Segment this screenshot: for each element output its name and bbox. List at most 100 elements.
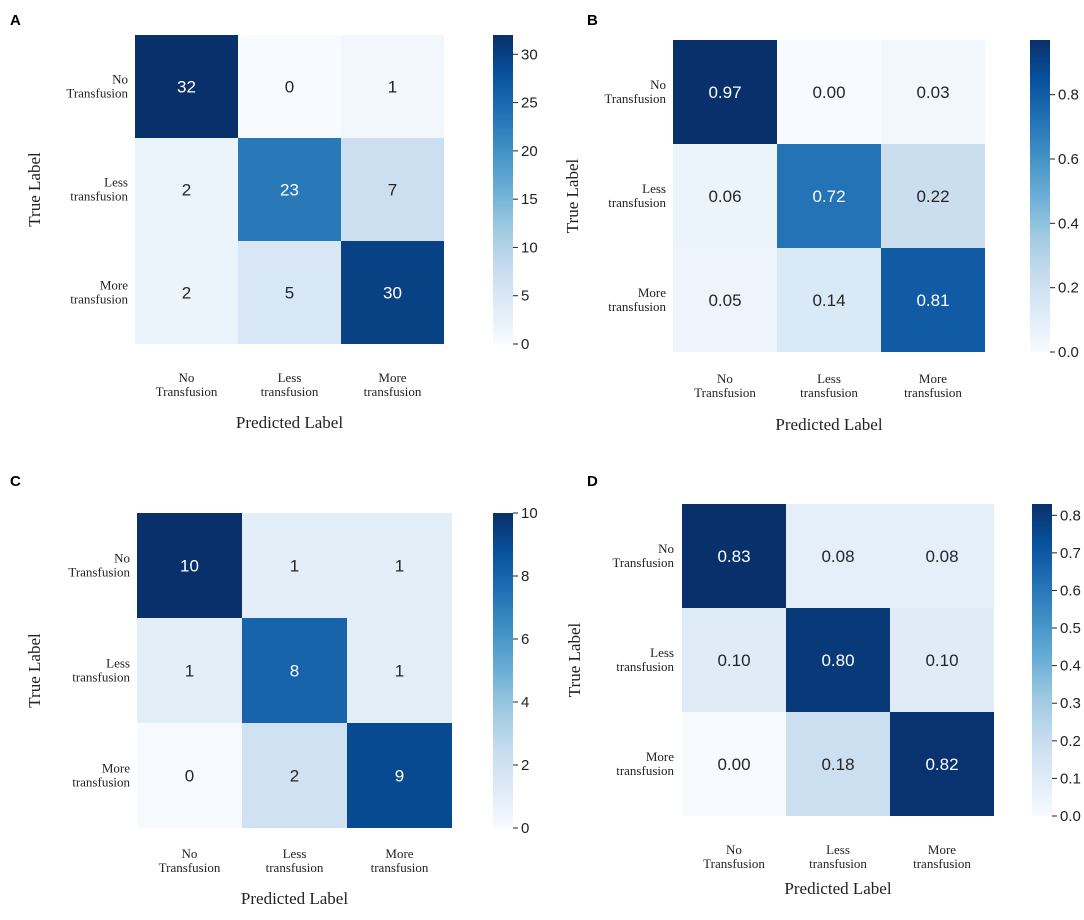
colorbar-tick-label: 0.0 bbox=[1058, 344, 1079, 361]
colorbar-tick-label: 0 bbox=[521, 820, 529, 837]
y-tick-label-line: No bbox=[114, 551, 130, 566]
heatmap-cell bbox=[238, 138, 341, 241]
y-tick-label-line: Less bbox=[642, 181, 666, 196]
colorbar-tick-label: 0.8 bbox=[1060, 507, 1081, 524]
cell-value-label: 1 bbox=[185, 662, 194, 681]
x-tick-label: No Transfusion bbox=[159, 846, 221, 875]
heatmap-cell bbox=[881, 40, 985, 144]
x-tick-label-line: No bbox=[726, 842, 742, 857]
cell-value-label: 30 bbox=[383, 284, 402, 303]
y-tick-label-line: More bbox=[102, 761, 130, 776]
panel-letter: D bbox=[587, 473, 598, 490]
x-tick-label-line: More bbox=[928, 842, 956, 857]
colorbar-tick-label: 15 bbox=[521, 191, 538, 208]
y-tick-label-line: No bbox=[658, 541, 674, 556]
cell-value-label: 7 bbox=[388, 181, 397, 200]
x-tick-label: No Transfusion bbox=[703, 842, 765, 871]
heatmap-cell bbox=[890, 712, 994, 816]
heatmap-cell bbox=[347, 618, 452, 723]
y-tick-label-line: Transfusion bbox=[66, 86, 128, 101]
x-tick-label: Less transfusion bbox=[809, 842, 867, 871]
cell-value-label: 0.05 bbox=[708, 291, 741, 310]
x-axis-title: Predicted Label bbox=[241, 889, 348, 908]
heatmap-cell bbox=[673, 40, 777, 144]
heatmap-cell bbox=[137, 723, 242, 828]
colorbar-tick-label: 0.5 bbox=[1060, 620, 1081, 637]
cell-value-label: 0 bbox=[285, 78, 294, 97]
x-tick-label-line: transfusion bbox=[266, 860, 324, 875]
panel-letter: C bbox=[10, 473, 21, 490]
y-axis-title: True Label bbox=[565, 623, 584, 698]
x-axis-title: Predicted Label bbox=[775, 415, 882, 434]
x-tick-label-line: No bbox=[717, 371, 733, 386]
heatmap-cell bbox=[881, 248, 985, 352]
cell-value-label: 0.00 bbox=[812, 83, 845, 102]
cell-value-label: 0.72 bbox=[812, 187, 845, 206]
x-tick-label-line: Transfusion bbox=[159, 860, 221, 875]
colorbar-tick-label: 0.0 bbox=[1060, 808, 1081, 825]
heatmap-cell bbox=[890, 504, 994, 608]
cell-value-label: 0.10 bbox=[717, 651, 750, 670]
colorbar-tick-label: 5 bbox=[521, 288, 529, 305]
cell-value-label: 0.08 bbox=[821, 547, 854, 566]
heatmap-cell bbox=[786, 504, 890, 608]
x-tick-label: No Transfusion bbox=[694, 371, 756, 400]
colorbar-tick-label: 2 bbox=[521, 757, 529, 774]
y-tick-label: Less transfusion bbox=[72, 656, 130, 685]
heatmap-cell bbox=[682, 608, 786, 712]
colorbar-tick-label: 0.2 bbox=[1060, 733, 1081, 750]
colorbar-tick-label: 30 bbox=[521, 46, 538, 63]
cell-value-label: 0.10 bbox=[925, 651, 958, 670]
x-tick-label-line: transfusion bbox=[904, 385, 962, 400]
x-tick-label-line: transfusion bbox=[913, 856, 971, 871]
y-tick-label-line: transfusion bbox=[608, 299, 666, 314]
cell-value-label: 2 bbox=[182, 181, 191, 200]
y-tick-label-line: More bbox=[638, 285, 666, 300]
colorbar-tick-label: 10 bbox=[521, 239, 538, 256]
colorbar-tick-label: 0.4 bbox=[1060, 658, 1081, 675]
heatmap-cell bbox=[135, 241, 238, 344]
heatmap-cell bbox=[673, 144, 777, 248]
x-tick-label-line: More bbox=[378, 370, 406, 385]
heatmap-cell bbox=[238, 35, 341, 138]
y-tick-label: No Transfusion bbox=[612, 541, 674, 570]
x-tick-label-line: Transfusion bbox=[156, 384, 218, 399]
heatmap-cell bbox=[238, 241, 341, 344]
heatmap-cell bbox=[786, 608, 890, 712]
x-tick-label-line: transfusion bbox=[809, 856, 867, 871]
cell-value-label: 32 bbox=[177, 78, 196, 97]
x-tick-label: Less transfusion bbox=[266, 846, 324, 875]
y-tick-label: Less transfusion bbox=[608, 181, 666, 210]
y-tick-label-line: Transfusion bbox=[68, 565, 130, 580]
x-tick-label-line: Transfusion bbox=[694, 385, 756, 400]
cell-value-label: 0.06 bbox=[708, 187, 741, 206]
y-tick-label: More transfusion bbox=[70, 278, 128, 307]
x-axis-title: Predicted Label bbox=[784, 879, 891, 898]
y-tick-label-line: transfusion bbox=[72, 775, 130, 790]
x-tick-label-line: Less bbox=[283, 846, 307, 861]
cell-value-label: 0.03 bbox=[916, 83, 949, 102]
colorbar-tick-label: 10 bbox=[521, 505, 538, 522]
colorbar-tick-label: 0.7 bbox=[1060, 545, 1081, 562]
x-tick-label-line: Transfusion bbox=[703, 856, 765, 871]
colorbar bbox=[493, 35, 513, 344]
heatmap-cell bbox=[341, 138, 444, 241]
x-tick-label-line: transfusion bbox=[364, 384, 422, 399]
heatmap-cell bbox=[137, 513, 242, 618]
heatmap-cell bbox=[786, 712, 890, 816]
x-tick-label: More transfusion bbox=[904, 371, 962, 400]
y-tick-label: No Transfusion bbox=[66, 72, 128, 101]
cell-value-label: 0.81 bbox=[916, 291, 949, 310]
heatmap-cell bbox=[682, 504, 786, 608]
x-tick-label-line: Less bbox=[826, 842, 850, 857]
x-tick-label-line: Less bbox=[278, 370, 302, 385]
heatmap-cell bbox=[881, 144, 985, 248]
cell-value-label: 5 bbox=[285, 284, 294, 303]
colorbar-tick-label: 0.6 bbox=[1058, 151, 1079, 168]
y-tick-label-line: Less bbox=[104, 175, 128, 190]
